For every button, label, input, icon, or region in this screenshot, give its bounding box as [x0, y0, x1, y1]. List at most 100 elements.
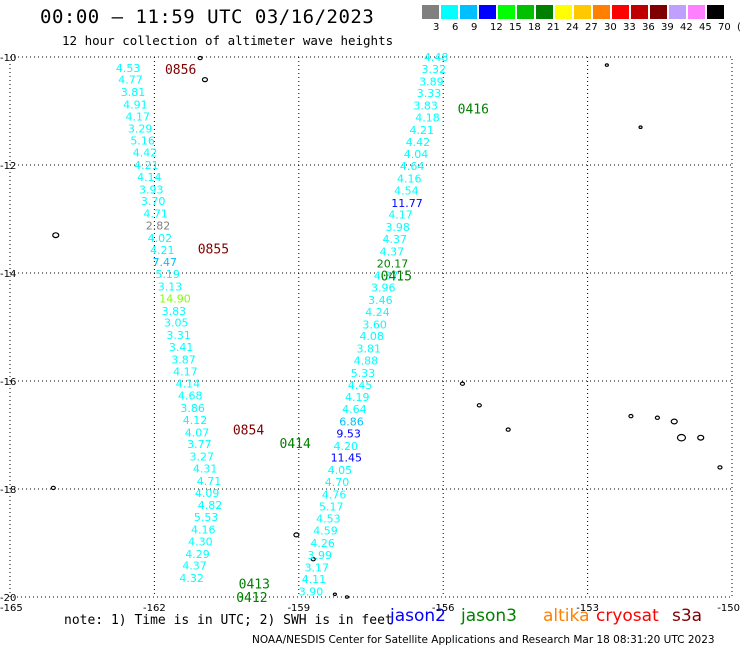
- swh-value-left-track: 3.93: [139, 183, 164, 196]
- swh-value-left-track: 3.13: [158, 281, 183, 294]
- swh-value-left-track: 3.05: [164, 317, 189, 330]
- swh-value-left-track: 4.17: [173, 365, 198, 378]
- swh-value-left-track: 4.91: [123, 99, 148, 112]
- island-outline: [197, 55, 203, 61]
- swh-value-right-track: 4.37: [374, 270, 399, 283]
- swh-value-right-track: 4.64: [342, 403, 367, 416]
- island-outline: [717, 465, 723, 470]
- legend-swatch: [688, 5, 705, 19]
- island-outline: [201, 77, 209, 83]
- pass-time-label: 0415: [381, 270, 412, 285]
- swh-value-left-track: 4.68: [178, 390, 203, 403]
- swh-value-left-track: 14.90: [159, 292, 191, 305]
- legend-label: 36: [642, 22, 655, 33]
- pass-time-label: 0414: [280, 437, 311, 452]
- swh-value-right-track: 3.60: [362, 318, 387, 331]
- swh-value-left-track: 3.87: [171, 353, 196, 366]
- swh-value-right-track: 4.08: [359, 330, 384, 343]
- legend-label: 70: [718, 22, 731, 33]
- swh-value-left-track: 4.14: [137, 171, 162, 184]
- swh-value-right-track: 4.45: [348, 379, 373, 392]
- island-outline: [654, 415, 660, 420]
- x-tick-label: -156: [432, 603, 455, 614]
- satellite-name: s3a: [672, 606, 703, 626]
- swh-value-right-track: 4.53: [316, 513, 341, 526]
- swh-value-left-track: 3.86: [180, 402, 205, 415]
- swh-value-left-track: 4.21: [134, 159, 159, 172]
- swh-value-right-track: 4.48: [424, 51, 449, 64]
- legend-swatch: [517, 5, 534, 19]
- legend-label: (ft): [737, 22, 740, 33]
- legend-swatch: [536, 5, 553, 19]
- island-outline: [310, 557, 316, 562]
- island-outline: [697, 434, 705, 441]
- swh-value-right-track: 4.54: [394, 184, 419, 197]
- legend-label: 24: [566, 22, 579, 33]
- swh-value-left-track: 4.12: [183, 414, 208, 427]
- swh-value-right-track: 4.04: [404, 148, 429, 161]
- swh-value-right-track: 4.42: [406, 136, 431, 149]
- y-tick-label: -20: [0, 593, 16, 604]
- swh-value-left-track: 4.77: [118, 74, 143, 87]
- swh-value-left-track: 4.02: [148, 232, 173, 245]
- swh-value-left-track: 4.42: [133, 147, 158, 160]
- altimeter-tracks: 4.534.773.814.914.173.295.164.424.214.14…: [116, 51, 449, 599]
- swh-value-left-track: 4.16: [191, 524, 216, 537]
- swh-value-right-track: 4.11: [302, 573, 327, 586]
- swh-value-left-track: 4.14: [176, 378, 201, 391]
- y-tick-label: -16: [0, 377, 16, 388]
- swh-value-left-track: 4.31: [193, 462, 218, 475]
- island-outlines: [50, 55, 723, 599]
- legend-swatch: [498, 5, 515, 19]
- swh-value-right-track: 4.19: [345, 391, 370, 404]
- island-outline: [628, 413, 634, 419]
- swh-value-right-track: 11.77: [391, 197, 423, 210]
- swh-value-right-track: 3.46: [368, 294, 393, 307]
- pass-time-label: 0855: [198, 243, 229, 258]
- legend-swatch: [650, 5, 667, 19]
- x-tick-label: -165: [0, 603, 23, 614]
- y-tick-label: -18: [0, 485, 16, 496]
- swh-value-right-track: 4.70: [325, 476, 350, 489]
- swh-value-right-track: 4.37: [383, 233, 408, 246]
- swh-value-right-track: 4.26: [310, 537, 335, 550]
- swh-value-left-track: 4.07: [185, 426, 210, 439]
- island-outline: [293, 532, 300, 538]
- swh-value-left-track: 4.71: [143, 208, 168, 221]
- y-tick-label: -14: [0, 269, 16, 280]
- swh-value-right-track: 4.16: [397, 173, 422, 186]
- pass-time-label: 0416: [458, 102, 489, 117]
- swh-value-left-track: 3.70: [141, 195, 166, 208]
- swh-value-right-track: 9.53: [336, 427, 361, 440]
- swh-value-right-track: 4.05: [328, 464, 353, 477]
- legend-label: 42: [680, 22, 693, 33]
- map-subtitle: 12 hour collection of altimeter wave hei…: [62, 33, 394, 48]
- legend-swatch: [631, 5, 648, 19]
- legend-swatch: [593, 5, 610, 19]
- map-frame: [9, 56, 733, 598]
- swh-value-left-track: 5.19: [155, 268, 180, 281]
- swh-value-right-track: 4.88: [354, 354, 379, 367]
- legend-swatch: [422, 5, 439, 19]
- island-outline: [676, 433, 687, 442]
- x-tick-label: -159: [287, 603, 310, 614]
- x-tick-label: -150: [717, 603, 740, 614]
- swh-value-right-track: 3.83: [413, 100, 438, 113]
- satellite-name: altika: [543, 606, 590, 626]
- pass-time-label: 0412: [236, 591, 267, 606]
- swh-value-right-track: 4.18: [415, 111, 440, 124]
- swh-value-right-track: 11.45: [331, 452, 363, 465]
- legend-label: 15: [509, 22, 522, 33]
- legend-label: 30: [604, 22, 617, 33]
- swh-value-left-track: 3.29: [128, 122, 153, 135]
- pass-time-label: 0856: [165, 63, 196, 78]
- swh-value-left-track: 3.27: [190, 451, 215, 464]
- satellite-name: cryosat: [596, 606, 659, 626]
- legend-swatch: [460, 5, 477, 19]
- legend-swatch: [479, 5, 496, 19]
- legend-swatch: [441, 5, 458, 19]
- swh-value-right-track: 3.89: [419, 75, 444, 88]
- legend-swatch: [707, 5, 724, 19]
- legend-label: 27: [585, 22, 598, 33]
